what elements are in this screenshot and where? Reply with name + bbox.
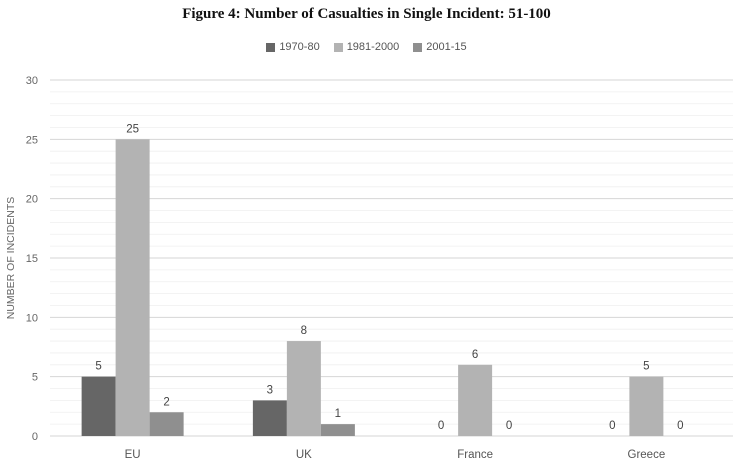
- data-label-eu-2001-15: 2: [163, 396, 169, 408]
- bar-greece-1981-2000: [629, 376, 664, 436]
- y-tick-labels: 0 5 10 15 20 25 30: [26, 75, 38, 443]
- bar-uk-1981-2000: [286, 341, 321, 436]
- data-label-france-2001-15: 0: [506, 420, 512, 432]
- bar-uk-2001-15: [320, 424, 355, 436]
- data-label-greece-1981-2000: 5: [643, 361, 649, 373]
- bar-eu-1981-2000: [115, 139, 150, 437]
- legend-item-1981-2000: 1981-2000: [333, 41, 400, 53]
- legend-label-1981-2000: 1981-2000: [346, 41, 400, 53]
- data-label-greece-2001-15: 0: [677, 420, 683, 432]
- y-tick-label: 0: [32, 431, 38, 443]
- bar-france-1981-2000: [458, 364, 493, 436]
- y-tick-label: 25: [26, 134, 38, 146]
- legend-swatch-1970-80: [266, 42, 276, 52]
- gridlines: [50, 79, 733, 437]
- x-tick-label-france: France: [457, 449, 493, 461]
- y-tick-label: 30: [26, 75, 38, 87]
- data-label-greece-1970-80: 0: [609, 420, 615, 432]
- legend: 1970-80 1981-2000 2001-15: [0, 41, 733, 53]
- x-tick-label-eu: EU: [125, 449, 141, 461]
- legend-swatch-1981-2000: [333, 42, 343, 52]
- y-tick-label: 5: [32, 372, 38, 384]
- legend-item-1970-80: 1970-80: [266, 41, 320, 53]
- data-label-eu-1981-2000: 25: [126, 123, 139, 135]
- bar-eu-2001-15: [149, 412, 184, 436]
- x-tick-label-greece: Greece: [628, 449, 666, 461]
- x-tick-label-uk: UK: [296, 449, 312, 461]
- chart-title: Figure 4: Number of Casualties in Single…: [182, 6, 551, 22]
- data-label-france-1970-80: 0: [438, 420, 444, 432]
- y-tick-label: 20: [26, 194, 38, 206]
- data-labels: 5 25 2 3 8 1 0 6 0 0 5 0: [95, 123, 683, 432]
- bar-uk-1970-80: [252, 400, 287, 436]
- legend-item-2001-15: 2001-15: [413, 41, 467, 53]
- legend-label-1970-80: 1970-80: [279, 41, 320, 53]
- bar-eu-1970-80: [81, 376, 116, 436]
- x-tick-labels: EU UK France Greece: [125, 449, 666, 461]
- y-tick-label: 10: [26, 312, 38, 324]
- y-axis-label: NUMBER OF INCIDENTS: [5, 197, 17, 320]
- legend-label-2001-15: 2001-15: [426, 41, 467, 53]
- y-tick-label: 15: [26, 253, 38, 265]
- data-label-uk-1981-2000: 8: [301, 325, 307, 337]
- data-label-uk-1970-80: 3: [267, 384, 273, 396]
- data-label-uk-2001-15: 1: [335, 408, 341, 420]
- bars: [81, 139, 664, 437]
- data-label-france-1981-2000: 6: [472, 349, 478, 361]
- data-label-eu-1970-80: 5: [95, 361, 101, 373]
- legend-swatch-2001-15: [413, 42, 423, 52]
